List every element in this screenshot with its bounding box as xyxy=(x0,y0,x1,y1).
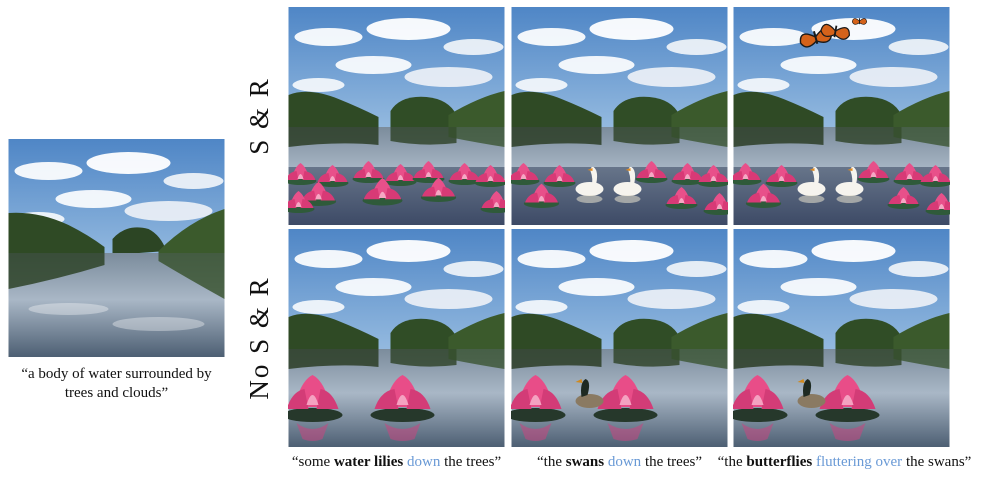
caption-relation: down xyxy=(406,454,441,470)
caption-relation: down xyxy=(607,454,642,470)
source-caption-line-1: “a body of water surrounded by xyxy=(21,366,212,382)
column-caption-swans: “the swans down the trees” xyxy=(511,453,728,472)
caption-object: water lilies xyxy=(333,454,404,470)
caption-suffix: the swans” xyxy=(902,454,972,470)
row-label-with-sr: S & R xyxy=(244,77,274,155)
caption-prefix: “the xyxy=(717,454,747,470)
panel-nosr-swans xyxy=(511,229,728,447)
column-caption-butterflies: “the butterflies fluttering over the swa… xyxy=(712,453,977,472)
caption-prefix: “the xyxy=(537,454,566,470)
column-caption-water-lilies: “some water lilies down the trees” xyxy=(276,453,517,472)
caption-object: butterflies xyxy=(746,454,813,470)
caption-object: swans xyxy=(565,454,605,470)
panel-nosr-water-lilies xyxy=(288,229,505,447)
caption-prefix: “some xyxy=(291,454,334,470)
butterfly-3 xyxy=(851,17,868,25)
source-caption: “a body of water surrounded by trees and… xyxy=(4,365,229,403)
caption-suffix: the trees” xyxy=(641,454,702,470)
source-caption-line-2: trees and clouds” xyxy=(64,385,169,401)
panel-sr-butterflies xyxy=(733,7,950,225)
panel-sr-swans xyxy=(511,7,728,225)
caption-suffix: the trees” xyxy=(440,454,502,470)
caption-relation: fluttering over xyxy=(815,454,903,470)
source-image xyxy=(8,139,225,357)
panel-nosr-butterflies xyxy=(733,229,950,447)
panel-sr-water-lilies xyxy=(288,7,505,225)
row-label-without-sr: No S & R xyxy=(244,276,274,400)
